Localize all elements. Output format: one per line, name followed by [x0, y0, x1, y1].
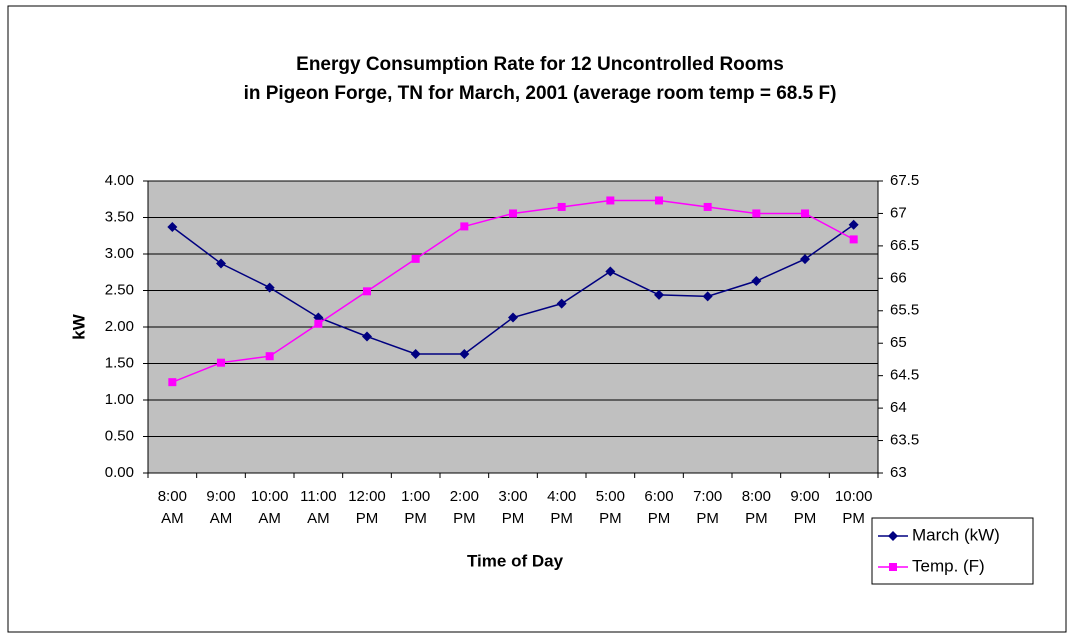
- point: [654, 289, 664, 300]
- y-tick-label: 2.50: [105, 281, 134, 298]
- y2-tick-label: 67: [890, 204, 907, 221]
- point: [167, 221, 178, 232]
- point: [168, 378, 177, 387]
- y-tick-label: 1.50: [105, 354, 134, 371]
- point: [410, 349, 421, 360]
- point: [508, 312, 518, 323]
- x-tick-label: 10:00 AM: [251, 488, 289, 527]
- y2-tick-label: 66: [890, 269, 907, 286]
- x-tick-label: 4:00 PM: [547, 488, 576, 527]
- x-tick-label: 5:00 PM: [596, 488, 625, 527]
- y2-tick-label: 66.5: [890, 237, 919, 254]
- point: [411, 254, 420, 263]
- point: [556, 298, 567, 309]
- legend-label: March (kW): [912, 525, 1000, 544]
- y2-tick-label: 63.5: [890, 432, 919, 449]
- point: [264, 282, 275, 293]
- x-tick-label: 7:00 PM: [693, 488, 722, 527]
- y-tick-label: 4.00: [105, 172, 134, 189]
- x-tick-label: 2:00 PM: [450, 488, 479, 527]
- chart-title: in Pigeon Forge, TN for March, 2001 (ave…: [244, 83, 837, 104]
- y2-tick-label: 64.5: [890, 367, 919, 384]
- legend: [871, 517, 1034, 585]
- point: [605, 266, 616, 277]
- point: [655, 196, 663, 205]
- y-tick-label: 3.50: [105, 208, 134, 225]
- x-tick-label: 9:00 AM: [206, 488, 235, 527]
- y2-tick-label: 64: [890, 399, 907, 416]
- legend-label: Temp. (F): [912, 556, 985, 575]
- point: [314, 319, 323, 328]
- y-tick-label: 1.00: [105, 391, 134, 408]
- point: [459, 349, 470, 360]
- x-tick-label: 8:00 PM: [742, 488, 771, 527]
- point: [362, 331, 372, 342]
- point: [751, 276, 762, 287]
- y2-tick-label: 65: [890, 334, 907, 351]
- point: [460, 222, 469, 231]
- x-tick-label: 1:00 PM: [401, 488, 430, 527]
- y2-tick-label: 67.5: [890, 172, 919, 189]
- y-tick-label: 0.00: [105, 464, 134, 481]
- point: [217, 358, 225, 367]
- chart-title: Energy Consumption Rate for 12 Uncontrol…: [296, 54, 784, 75]
- x-tick-label: 3:00 PM: [498, 488, 527, 527]
- legend-marker: [888, 531, 898, 541]
- y-tick-label: 0.50: [105, 427, 134, 444]
- x-axis-title: Time of Day: [467, 551, 564, 570]
- x-tick-label: 8:00 AM: [158, 488, 187, 527]
- point: [363, 287, 371, 296]
- point: [606, 196, 615, 205]
- point: [509, 209, 517, 218]
- point: [849, 235, 858, 244]
- point: [702, 291, 713, 302]
- point: [801, 209, 809, 218]
- y-tick-label: 2.00: [105, 318, 134, 335]
- x-tick-label: 6:00 PM: [644, 488, 673, 527]
- y2-tick-label: 63: [890, 464, 907, 481]
- x-tick-label: 12:00 PM: [348, 488, 386, 527]
- y-axis-title: kW: [69, 313, 88, 339]
- point: [848, 219, 859, 230]
- point: [800, 254, 810, 265]
- point: [216, 258, 226, 269]
- y2-tick-label: 65.5: [890, 302, 919, 319]
- point: [752, 209, 761, 218]
- legend-marker: [889, 563, 897, 571]
- point: [557, 202, 566, 211]
- x-tick-label: 9:00 PM: [790, 488, 819, 527]
- point: [703, 202, 712, 211]
- point: [265, 352, 274, 361]
- x-tick-label: 11:00 AM: [300, 488, 336, 527]
- x-tick-label: 10:00 PM: [835, 488, 873, 527]
- y-tick-label: 3.00: [105, 245, 134, 262]
